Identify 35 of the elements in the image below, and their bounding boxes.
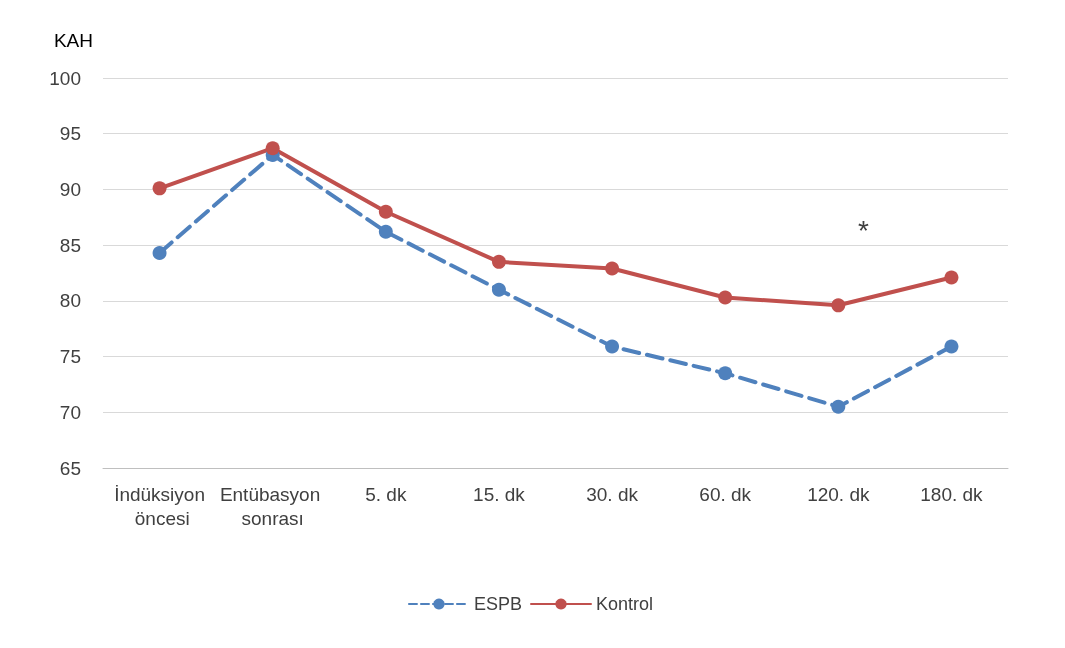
- point: [265, 141, 280, 156]
- point: [944, 270, 959, 285]
- x-tick-label: İndüksiyon öncesi: [114, 483, 205, 529]
- point: [718, 366, 733, 381]
- point: [605, 261, 620, 276]
- legend-label: ESPB: [473, 594, 522, 614]
- y-tick-label: 100: [49, 67, 81, 89]
- x-tick-label: 5. dk: [365, 483, 407, 505]
- point: [718, 290, 733, 305]
- annotation: *: [858, 214, 869, 246]
- x-tick-label: Entübasyon sonrası: [219, 483, 326, 529]
- point: [152, 181, 167, 196]
- x-tick-label: 15. dk: [473, 483, 526, 505]
- y-axis-title: KAH: [53, 30, 93, 51]
- point: [491, 282, 506, 297]
- point: [491, 254, 506, 269]
- y-tick-label: 95: [59, 123, 81, 145]
- y-tick-label: 70: [59, 401, 81, 423]
- point: [831, 298, 846, 313]
- x-tick-label: 180. dk: [920, 483, 984, 505]
- point: [378, 204, 393, 219]
- y-tick-label: 80: [59, 290, 81, 312]
- point: [944, 339, 959, 354]
- point: [378, 224, 393, 239]
- y-tick-label: 65: [59, 457, 81, 479]
- x-tick-label: 120. dk: [807, 483, 870, 505]
- x-tick-label: 60. dk: [699, 483, 752, 505]
- y-tick-label: 85: [59, 234, 81, 256]
- y-tick-label: 90: [59, 178, 81, 200]
- point: [605, 339, 620, 354]
- point: [831, 399, 846, 414]
- x-tick-label: 30. dk: [586, 483, 639, 505]
- point: [152, 245, 167, 260]
- y-tick-label: 75: [59, 346, 81, 368]
- legend-label: Kontrol: [596, 594, 654, 614]
